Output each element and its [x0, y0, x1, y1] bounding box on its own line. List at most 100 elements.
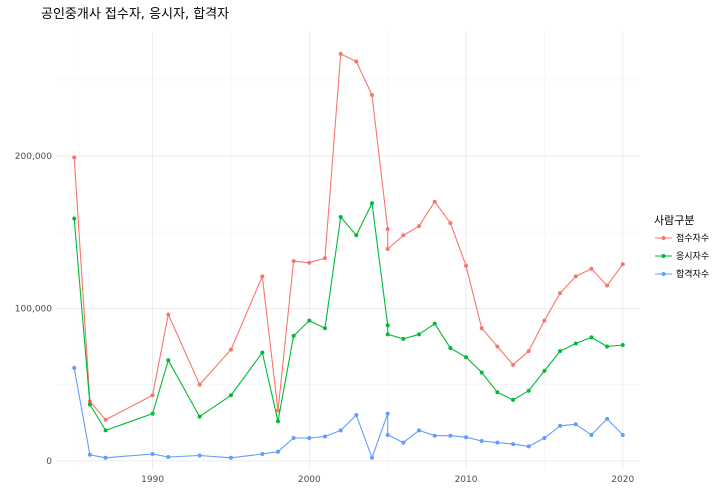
data-point	[338, 428, 343, 433]
data-point	[385, 332, 390, 337]
legend-item: 응시자수	[655, 251, 709, 262]
data-point	[542, 435, 547, 440]
data-point	[464, 435, 469, 440]
data-point	[385, 323, 390, 328]
data-point	[401, 336, 406, 341]
series-2	[72, 201, 625, 433]
data-point	[526, 349, 531, 354]
data-point	[322, 256, 327, 261]
data-point	[228, 393, 233, 398]
data-point	[87, 452, 92, 457]
legend-label: 응시자수	[676, 251, 709, 262]
data-point	[354, 233, 359, 238]
data-point	[542, 318, 547, 323]
data-point	[479, 370, 484, 375]
data-point	[448, 433, 453, 438]
data-point	[370, 201, 375, 206]
data-point	[558, 349, 563, 354]
data-point	[511, 397, 516, 402]
data-point	[275, 449, 280, 454]
data-point	[307, 318, 312, 323]
data-point	[558, 291, 563, 296]
x-tick-label: 2010	[455, 475, 478, 485]
minor-gridlines	[57, 31, 640, 470]
data-point	[417, 332, 422, 337]
data-point	[354, 413, 359, 418]
data-point	[526, 444, 531, 449]
data-point	[385, 411, 390, 416]
legend-label: 접수자수	[676, 232, 709, 244]
data-point	[385, 432, 390, 437]
data-point	[620, 432, 625, 437]
data-point	[448, 346, 453, 351]
data-point	[464, 355, 469, 360]
series-line	[73, 367, 624, 459]
data-point	[385, 246, 390, 251]
data-point	[542, 368, 547, 373]
legend-key-point	[661, 254, 666, 258]
data-point	[401, 233, 406, 238]
series-line	[73, 53, 624, 421]
data-point	[103, 428, 108, 433]
data-point	[87, 402, 92, 407]
data-point	[275, 408, 280, 413]
data-point	[260, 274, 265, 279]
data-point	[150, 451, 155, 456]
data-point	[72, 216, 77, 221]
data-point	[511, 442, 516, 447]
data-point	[432, 433, 437, 438]
data-point	[385, 227, 390, 232]
data-point	[197, 382, 202, 387]
data-point	[307, 260, 312, 265]
y-tick-label: 0	[46, 457, 52, 467]
data-point	[291, 435, 296, 440]
data-point	[72, 155, 77, 160]
data-point	[322, 434, 327, 439]
data-point	[166, 312, 171, 317]
data-point	[573, 341, 578, 346]
data-point	[417, 428, 422, 433]
data-point	[526, 388, 531, 393]
data-point	[589, 335, 594, 340]
data-point	[291, 333, 296, 338]
data-point	[260, 350, 265, 355]
data-point	[495, 344, 500, 349]
series-3	[72, 365, 625, 460]
data-point	[228, 455, 233, 460]
x-tick-label: 1990	[141, 475, 164, 485]
data-point	[166, 358, 171, 363]
legend-item: 합격자수	[655, 268, 709, 280]
data-point	[291, 259, 296, 264]
data-point	[479, 439, 484, 444]
data-point	[338, 214, 343, 219]
data-point	[72, 365, 77, 370]
data-point	[322, 326, 327, 331]
data-point	[197, 414, 202, 419]
data-point	[370, 455, 375, 460]
series-line	[73, 202, 623, 431]
y-tick-label: 100,000	[15, 304, 52, 314]
data-point	[620, 343, 625, 348]
data-point	[338, 51, 343, 56]
data-point	[432, 199, 437, 204]
data-point	[495, 440, 500, 445]
data-point	[103, 417, 108, 422]
x-tick-label: 2000	[298, 475, 321, 485]
data-point	[479, 326, 484, 331]
data-point	[573, 274, 578, 279]
data-point	[620, 262, 625, 267]
data-point	[432, 321, 437, 326]
data-point	[307, 435, 312, 440]
data-point	[228, 347, 233, 352]
data-point	[464, 263, 469, 268]
data-point	[605, 283, 610, 288]
data-point	[589, 432, 594, 437]
data-point	[275, 419, 280, 424]
data-point	[370, 93, 375, 98]
chart-title: 공인중개사 접수자, 응시자, 합격자	[41, 7, 229, 22]
x-tick-label: 2020	[611, 475, 634, 485]
y-axis-tick-labels: 0 100,000 200,000	[15, 152, 52, 467]
y-tick-label: 200,000	[15, 152, 52, 162]
